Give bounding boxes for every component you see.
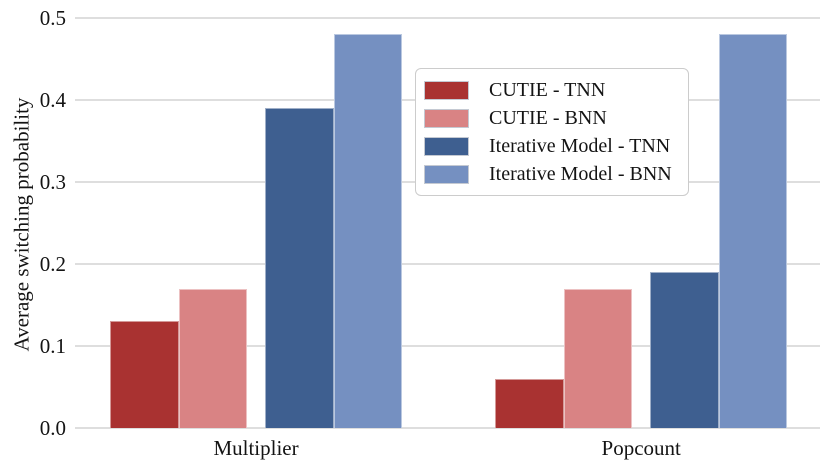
x-tick-label-multiplier: Multiplier <box>213 436 299 460</box>
y-tick-label: 0.3 <box>39 169 66 194</box>
legend-label: CUTIE - TNN <box>489 78 606 101</box>
legend-swatch-icon <box>424 80 469 100</box>
y-tick-label: 0.1 <box>39 333 66 358</box>
legend-swatch-icon <box>424 136 469 156</box>
plot-area <box>75 17 820 429</box>
bar-popcount-iterative-model-tnn <box>650 272 719 428</box>
y-axis-title: Average switching probability <box>9 97 34 352</box>
legend-item: CUTIE - BNN <box>424 104 672 132</box>
y-tick-label: 0.4 <box>39 87 66 112</box>
y-tick-label: 0.0 <box>39 415 66 440</box>
y-tick-label: 0.2 <box>39 251 66 276</box>
x-tick-label-popcount: Popcount <box>601 436 681 460</box>
bar-popcount-iterative-model-bnn <box>718 34 788 428</box>
gridline <box>75 17 820 19</box>
bar-popcount-cutie-tnn <box>495 378 564 428</box>
legend: CUTIE - TNN CUTIE - BNN Iterative Model - … <box>415 68 689 196</box>
gridline <box>75 427 820 429</box>
legend-item: Iterative Model - TNN <box>424 132 672 160</box>
gridline <box>75 345 820 347</box>
gridline <box>75 263 820 265</box>
bar-multiplier-cutie-bnn <box>178 288 248 428</box>
bar-multiplier-iterative-model-tnn <box>265 108 334 428</box>
legend-swatch-icon <box>424 164 469 184</box>
legend-label: CUTIE - BNN <box>489 106 607 129</box>
legend-label: Iterative Model - TNN <box>489 134 671 157</box>
legend-label: Iterative Model - BNN <box>489 162 672 185</box>
legend-item: CUTIE - TNN <box>424 76 672 104</box>
legend-swatch-icon <box>424 108 469 128</box>
bar-multiplier-iterative-model-bnn <box>333 34 403 428</box>
bar-popcount-cutie-bnn <box>563 288 633 428</box>
y-tick-label: 0.5 <box>39 5 66 30</box>
bar-multiplier-cutie-tnn <box>110 321 179 428</box>
legend-item: Iterative Model - BNN <box>424 160 672 188</box>
